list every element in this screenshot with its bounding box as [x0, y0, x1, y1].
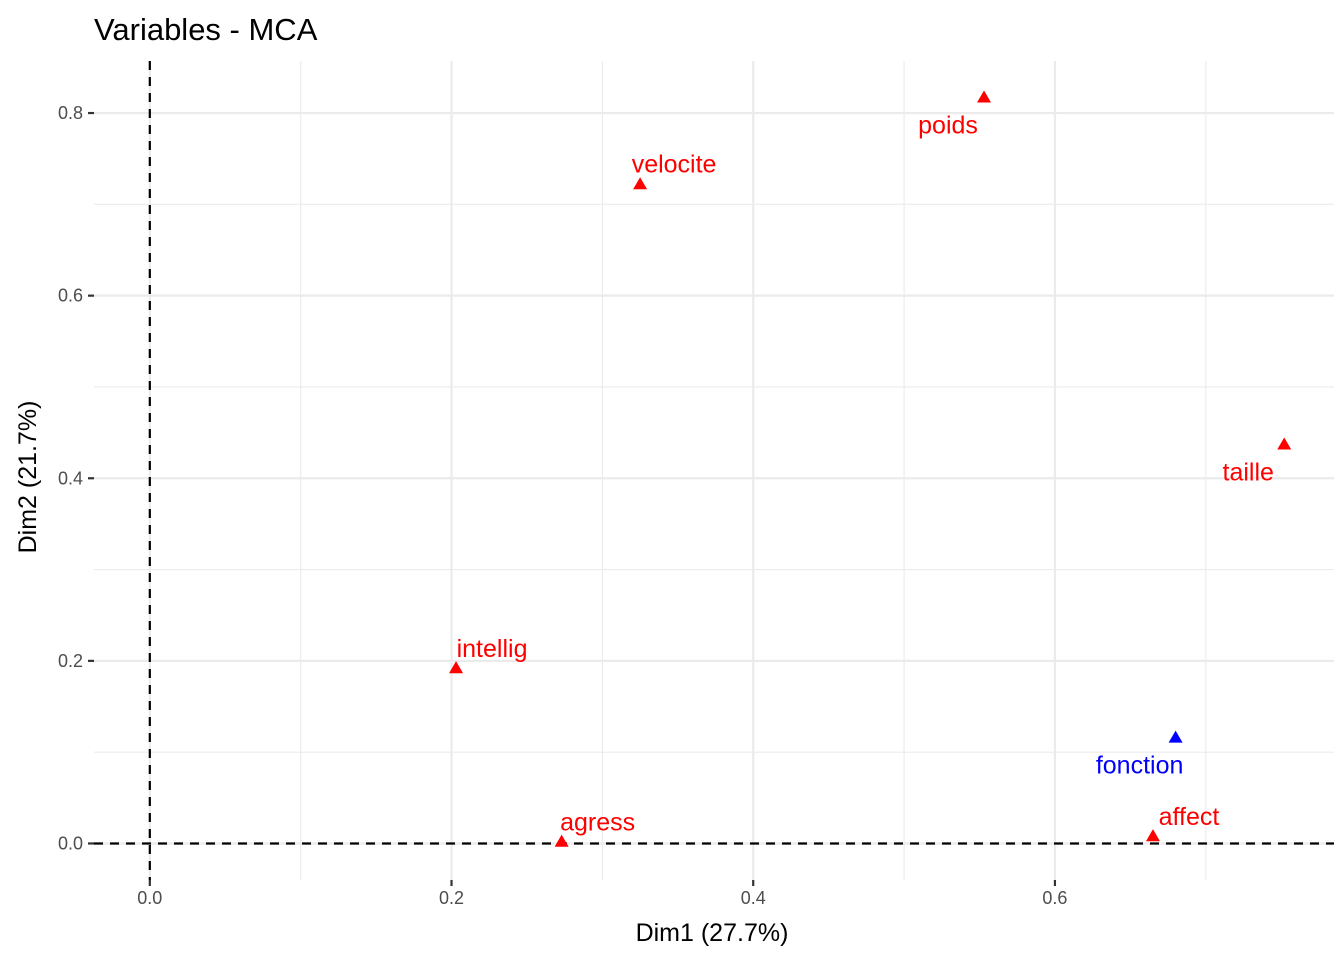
- y-tick-label: 0.4: [58, 468, 83, 488]
- point-labels: velocite poids taille intellig agress affect f…: [457, 112, 1274, 837]
- point-label-poids: poids: [918, 112, 978, 140]
- point-label-affect: affect: [1159, 803, 1220, 831]
- y-tick-label: 0.2: [58, 651, 83, 671]
- point-label-intellig: intellig: [457, 635, 528, 663]
- point-marker-agress: [554, 834, 569, 847]
- x-tick-label: 0.6: [1042, 888, 1067, 908]
- x-axis-title: Dim1 (27.7%): [636, 919, 789, 947]
- point-label-agress: agress: [560, 809, 635, 837]
- y-axis-title: Dim2 (21.7%): [14, 401, 42, 554]
- x-tick-label: 0.0: [137, 888, 162, 908]
- y-axis: 0.0 0.2 0.4 0.6 0.8: [58, 103, 94, 853]
- x-axis: 0.0 0.2 0.4 0.6: [137, 880, 1067, 908]
- point-marker-intellig: [449, 661, 464, 674]
- chart-title: Variables - MCA: [94, 12, 318, 47]
- major-gridlines: [94, 61, 1334, 880]
- point-marker-velocite: [633, 177, 648, 190]
- point-marker-fonction: [1168, 730, 1183, 743]
- point-markers: [449, 90, 1292, 847]
- point-label-velocite: velocite: [632, 150, 717, 178]
- reference-lines: [94, 61, 1334, 880]
- y-tick-label: 0.6: [58, 286, 83, 306]
- y-tick-label: 0.8: [58, 103, 83, 123]
- minor-gridlines: [94, 61, 1334, 880]
- point-marker-affect: [1145, 829, 1160, 842]
- x-tick-label: 0.2: [439, 888, 464, 908]
- point-label-taille: taille: [1223, 458, 1274, 486]
- point-marker-poids: [977, 90, 992, 103]
- point-marker-taille: [1277, 437, 1292, 450]
- x-tick-label: 0.4: [741, 888, 766, 908]
- y-tick-label: 0.0: [58, 833, 83, 853]
- point-label-fonction: fonction: [1096, 752, 1184, 780]
